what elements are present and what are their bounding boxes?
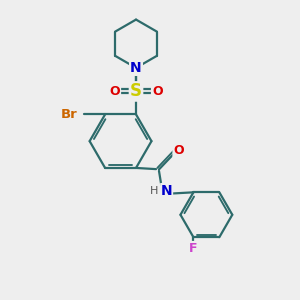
Text: N: N <box>161 184 172 198</box>
Text: O: O <box>110 85 120 98</box>
Text: O: O <box>173 144 184 158</box>
Text: F: F <box>189 242 198 255</box>
Text: Br: Br <box>60 108 77 121</box>
Text: S: S <box>130 82 142 100</box>
Text: O: O <box>152 85 163 98</box>
Text: H: H <box>150 186 158 196</box>
Text: N: N <box>130 61 142 75</box>
Text: N: N <box>130 61 142 75</box>
